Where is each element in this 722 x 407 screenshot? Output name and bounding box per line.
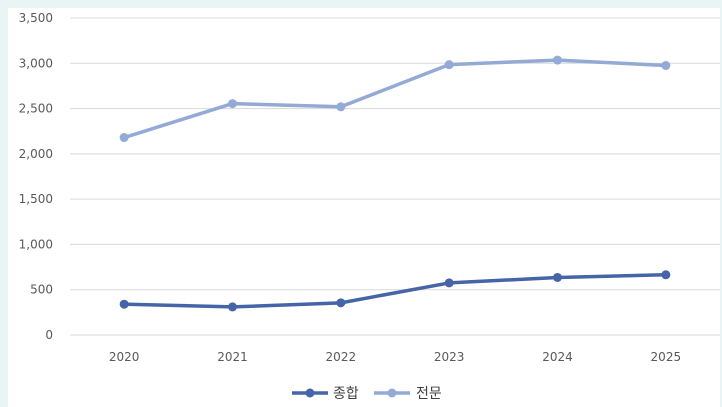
- x-tick-label: 2021: [217, 350, 248, 364]
- y-axis: 0 500 1,000 1,500 2,000 2,500 3,000 3,500: [19, 11, 53, 342]
- x-tick-label: 2020: [109, 350, 140, 364]
- series-group: [119, 55, 671, 312]
- data-point: [661, 61, 671, 71]
- x-tick-label: 2024: [542, 350, 573, 364]
- data-point: [336, 102, 346, 112]
- y-tick-label: 1,500: [19, 192, 53, 206]
- data-point: [661, 270, 671, 280]
- x-tick-label: 2022: [326, 350, 357, 364]
- chart-frame: [8, 8, 720, 407]
- y-tick-label: 500: [30, 283, 53, 297]
- y-tick-label: 2,500: [19, 102, 53, 116]
- data-point: [336, 298, 346, 308]
- data-point: [444, 60, 454, 70]
- gridlines: [70, 17, 720, 336]
- data-point: [553, 55, 562, 65]
- legend-label: 종합: [333, 386, 359, 402]
- data-point: [119, 299, 129, 309]
- legend-swatch-marker: [305, 388, 315, 398]
- data-point: [553, 272, 562, 282]
- data-point: [119, 133, 129, 143]
- x-tick-label: 2025: [651, 350, 682, 364]
- y-tick-label: 3,500: [19, 11, 53, 25]
- series-line-0: [122, 273, 668, 309]
- y-tick-label: 1,000: [19, 237, 53, 251]
- legend-label: 전문: [416, 386, 442, 402]
- data-point: [444, 278, 454, 288]
- legend: 종합 전문: [292, 386, 442, 402]
- y-tick-label: 3,000: [19, 56, 53, 70]
- legend-swatch-marker: [387, 388, 397, 398]
- y-tick-label: 0: [45, 328, 53, 342]
- y-tick-label: 2,000: [19, 147, 53, 161]
- data-point: [228, 99, 237, 109]
- x-axis: 2020 2021 2022 2023 2024 2025: [109, 350, 681, 364]
- series-line-1: [122, 58, 668, 140]
- data-point: [228, 302, 237, 312]
- x-tick-label: 2023: [434, 350, 465, 364]
